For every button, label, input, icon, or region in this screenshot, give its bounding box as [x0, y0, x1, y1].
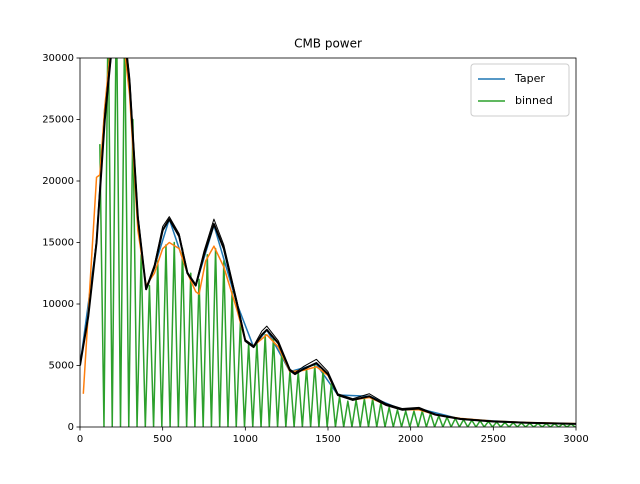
x-tick-label: 1000 — [233, 434, 258, 445]
x-tick-label: 3000 — [563, 434, 588, 445]
y-tick-label: 5000 — [49, 361, 74, 372]
legend-label: Taper — [514, 72, 545, 85]
x-tick-label: 2000 — [398, 434, 423, 445]
chart-title: CMB power — [294, 37, 362, 51]
series-line — [80, 58, 576, 425]
series-line — [80, 58, 576, 425]
y-tick-label: 25000 — [42, 115, 74, 126]
x-tick-label: 500 — [153, 434, 172, 445]
x-tick-label: 0 — [77, 434, 83, 445]
legend-label: binned — [515, 94, 553, 107]
legend-box — [470, 63, 570, 117]
y-tick-label: 30000 — [42, 53, 74, 64]
plot-area — [80, 58, 576, 427]
y-tick-label: 20000 — [42, 176, 74, 187]
y-tick-label: 0 — [68, 422, 74, 433]
y-tick-label: 15000 — [42, 238, 74, 249]
y-tick-label: 10000 — [42, 299, 74, 310]
x-tick-label: 1500 — [315, 434, 340, 445]
x-tick-label: 2500 — [481, 434, 506, 445]
series-line — [99, 58, 576, 427]
